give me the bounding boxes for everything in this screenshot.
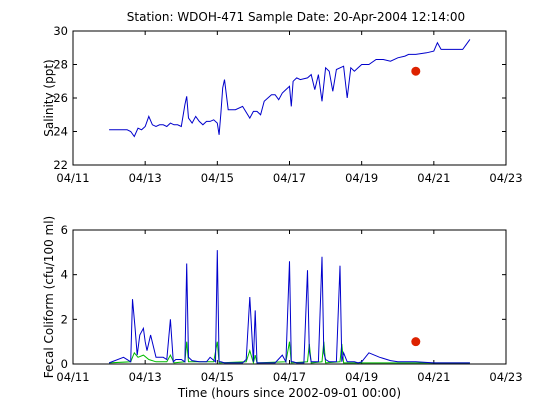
y-tick-label: 6	[61, 223, 68, 237]
y-axis-label: Salinity (ppt)	[42, 59, 56, 137]
y-tick-label: 26	[53, 91, 68, 105]
fecal-coliform-panel: 04/11 04/13 04/15 04/17 04/19 04/21 04/23 0 2 4 6F…	[42, 216, 523, 400]
y-tick-label: 2	[61, 312, 68, 326]
sample-point	[411, 337, 421, 347]
y-tick-label: 4	[61, 268, 68, 282]
sample-point	[411, 66, 421, 76]
x-tick-label: 04/21	[417, 171, 450, 185]
x-tick-label: 04/11	[56, 370, 89, 384]
x-tick-label: 04/23	[489, 370, 522, 384]
series-line	[109, 341, 470, 364]
x-tick-label: 04/13	[129, 370, 162, 384]
y-tick-label: 24	[53, 125, 68, 139]
x-tick-label: 04/15	[201, 171, 234, 185]
x-tick-label: 04/11	[56, 171, 89, 185]
x-tick-label: 04/17	[273, 370, 306, 384]
series-line	[109, 39, 471, 138]
x-tick-label: 04/13	[129, 171, 162, 185]
x-tick-label: 04/23	[489, 171, 522, 185]
y-tick-label: 22	[53, 158, 68, 172]
y-axis-label: Fecal Coliform (cfu/100 ml)	[42, 216, 56, 379]
y-tick-label: 30	[53, 24, 68, 38]
x-axis-label: Time (hours since 2002-09-01 00:00)	[177, 386, 401, 400]
y-tick-label: 28	[53, 58, 68, 72]
x-tick-label: 04/19	[345, 370, 378, 384]
figure-title: Station: WDOH-471 Sample Date: 20-Apr-20…	[127, 10, 465, 24]
plot-frame	[72, 30, 507, 166]
x-tick-label: 04/21	[417, 370, 450, 384]
series-line	[108, 250, 470, 364]
x-tick-label: 04/15	[201, 370, 234, 384]
x-tick-label: 04/19	[345, 171, 378, 185]
y-tick-label: 0	[61, 357, 68, 371]
x-tick-label: 04/17	[273, 171, 306, 185]
salinity-panel: 04/11 04/13 04/15 04/17 04/19 04/21 04/23 22 24 2…	[42, 24, 523, 185]
